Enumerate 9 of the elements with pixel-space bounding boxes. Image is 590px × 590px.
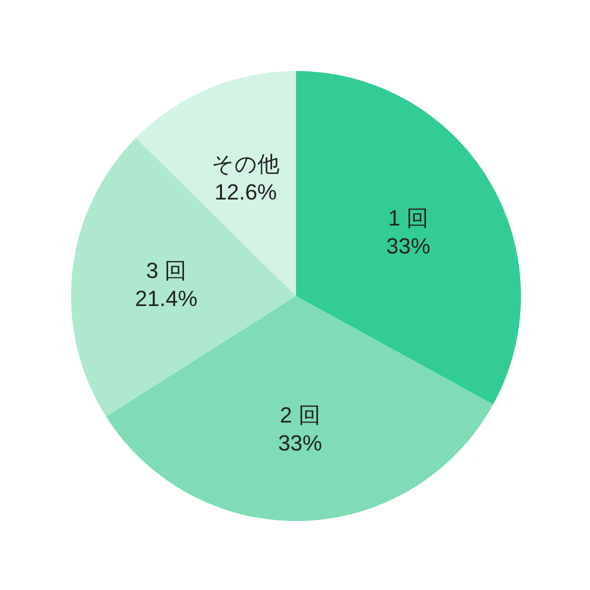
pie-slice bbox=[296, 71, 521, 404]
data-label: 33% bbox=[278, 430, 322, 456]
slice-label: 2 回 bbox=[280, 402, 320, 428]
data-label: 33% bbox=[386, 234, 430, 259]
slice-label: 3 回 bbox=[146, 258, 186, 284]
slice-label: 1 回 bbox=[388, 206, 429, 231]
slice-label: その他 bbox=[212, 152, 280, 177]
data-label: 21.4% bbox=[135, 286, 198, 312]
data-label: 12.6% bbox=[214, 180, 277, 205]
